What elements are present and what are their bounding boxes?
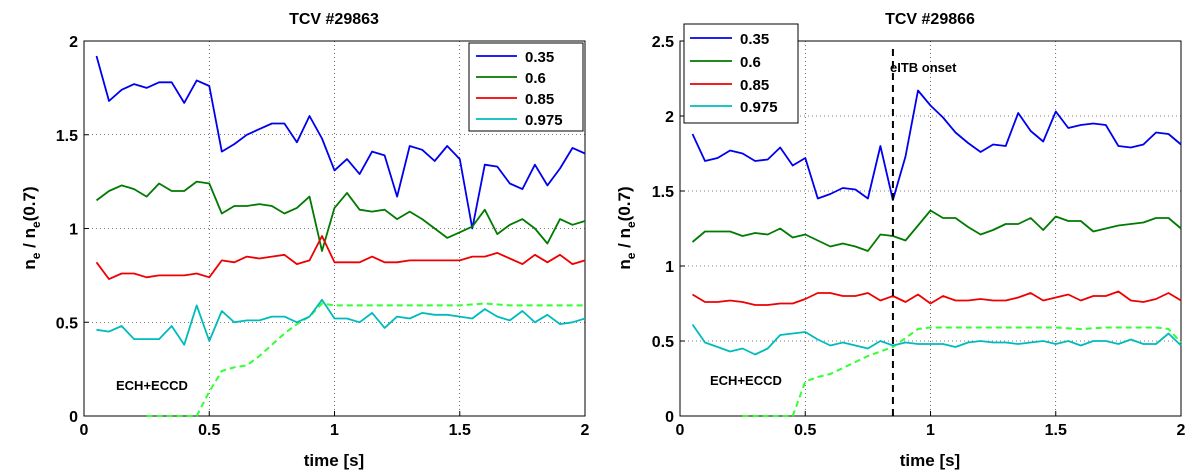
- y-axis-label: ne / ne(0.7): [20, 186, 43, 269]
- y-tick-label: 2.5: [652, 34, 674, 51]
- x-tick-label: 0: [80, 422, 89, 439]
- x-tick-label: 1.5: [449, 422, 471, 439]
- chart-left: TCV #29863 0 0.5 1 1.5 2 0 0.5 1 1.5 2 time [s] n…: [20, 11, 590, 470]
- series-line-0.35: [691, 89, 1182, 201]
- x-axis-label: time [s]: [900, 451, 960, 470]
- chart-title: TCV #29863: [289, 11, 379, 28]
- y-tick-label: 1: [665, 259, 674, 276]
- chart-title: TCV #29866: [885, 11, 975, 28]
- y-tick-label: 0: [665, 409, 674, 426]
- x-tick-label: 1: [330, 422, 339, 439]
- x-tick-label: 0.5: [198, 422, 220, 439]
- legend-label-0.975: 0.975: [525, 112, 563, 129]
- series-line-0.975: [96, 298, 586, 346]
- series-line-0.85: [692, 290, 1182, 306]
- ech-trace: [742, 326, 1182, 417]
- y-tick-label: 1.5: [56, 128, 78, 145]
- legend-label-0.975: 0.975: [740, 99, 778, 116]
- y-tick-label: 0.5: [652, 334, 674, 351]
- series-line-0.35: [95, 55, 586, 230]
- legend-label-0.85: 0.85: [740, 77, 769, 94]
- series-line-0.6: [691, 209, 1182, 252]
- series-line-0.6: [95, 180, 586, 252]
- x-tick-label: 0: [676, 422, 685, 439]
- y-tick-label: 2: [665, 109, 674, 126]
- legend-label-0.35: 0.35: [525, 49, 554, 66]
- y-tick-label: 2: [69, 34, 78, 51]
- chart-right: TCV #29866 0 0.5 1 1.5 2 0 0.5 1 1.5 2 2.5 time [s…: [615, 11, 1186, 470]
- x-axis-label: time [s]: [304, 451, 364, 470]
- legend: 0.35 0.6 0.85 0.975: [468, 42, 584, 132]
- x-tick-label: 1.5: [1045, 422, 1067, 439]
- y-tick-label: 0: [69, 409, 78, 426]
- x-tick-label: 0.5: [794, 422, 816, 439]
- ech-label: ECH+ECCD: [710, 373, 782, 388]
- series-line-0.85: [95, 235, 586, 281]
- x-tick-label: 1: [926, 422, 935, 439]
- legend-label-0.35: 0.35: [740, 31, 769, 48]
- y-tick-label: 1: [69, 222, 78, 239]
- legend-label-0.6: 0.6: [740, 54, 761, 71]
- y-tick-label: 1.5: [652, 184, 674, 201]
- x-tick-label: 2: [581, 422, 590, 439]
- legend-label-0.6: 0.6: [525, 70, 546, 87]
- vline-label: eITB onset: [890, 60, 957, 75]
- ech-label: ECH+ECCD: [116, 378, 188, 393]
- legend-label-0.85: 0.85: [525, 91, 554, 108]
- y-axis-label: ne / ne(0.7): [615, 186, 638, 269]
- x-tick-label: 2: [1177, 422, 1186, 439]
- y-tick-label: 0.5: [56, 315, 78, 332]
- legend: 0.35 0.6 0.85 0.975: [683, 23, 799, 124]
- series-line-0.975: [691, 323, 1182, 356]
- ech-trace: [146, 302, 585, 417]
